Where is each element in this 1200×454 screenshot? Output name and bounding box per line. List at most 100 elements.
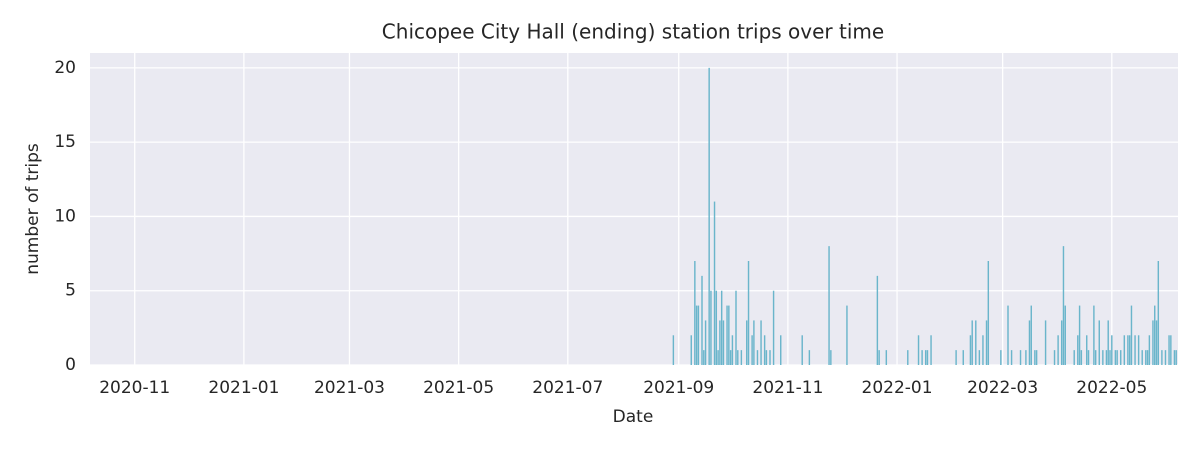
bar [1161,350,1163,365]
bar [1137,335,1140,365]
bar [1019,350,1022,365]
bar [690,335,692,365]
bar [694,261,696,365]
bar [1034,350,1036,365]
bar [955,350,957,365]
bar [1060,320,1063,365]
bar [695,305,698,365]
bar [1170,335,1172,365]
bar [1127,335,1129,365]
bar [737,350,739,365]
bar [975,320,977,365]
bars [672,67,1177,365]
bar [715,290,718,365]
bar [780,335,782,365]
bar [1064,305,1066,365]
bar [830,350,832,365]
x-tick-label: 2021-09 [643,378,714,398]
x-tick-label: 2021-11 [752,378,823,398]
bar [722,320,725,365]
x-axis-label: Date [613,407,654,427]
bar [876,275,879,365]
bar [731,335,734,365]
bar [1044,320,1047,365]
bar [703,350,705,365]
bar [701,275,703,365]
bar [763,335,766,365]
y-tick-label: 20 [54,58,76,78]
bar [885,350,888,365]
bar [1152,320,1154,365]
bar [971,320,973,365]
bar [760,320,762,365]
bar [740,350,743,365]
bar [930,335,932,365]
bar [1146,350,1149,365]
bar [982,335,984,365]
bar [1109,350,1111,365]
bar [828,246,830,365]
bar [726,305,728,365]
bar [917,335,920,365]
y-tick-label: 5 [65,281,76,301]
x-tick-label: 2022-05 [1076,378,1147,398]
bar [710,290,712,365]
y-tick-label: 15 [54,132,76,152]
bar [1053,350,1056,365]
x-tick-label: 2021-01 [208,378,279,398]
x-tick-label: 2021-03 [314,378,385,398]
bar [1062,246,1065,365]
bar [1025,350,1027,365]
bar [1145,350,1147,365]
bar [756,350,759,365]
bar [808,350,811,365]
bar [1120,350,1122,365]
bar [1086,335,1088,365]
bar [1030,305,1032,365]
bar [769,350,771,365]
bar [1102,350,1104,365]
bar [719,320,721,365]
bar [772,290,775,365]
bar [1087,350,1090,365]
bar [1134,335,1136,365]
bar [1000,350,1002,365]
bar [1078,305,1081,365]
bar [907,350,909,365]
bar [987,261,990,365]
bar [1094,350,1097,365]
bar [962,350,964,365]
bar [1010,350,1013,365]
bar [1105,350,1108,365]
y-tick-label: 10 [54,206,76,226]
bar [1123,335,1126,365]
bar [1116,350,1118,365]
bar [969,335,972,365]
bar [1077,335,1079,365]
bar [765,350,768,365]
y-tick-label: 0 [65,355,76,375]
bar [751,335,753,365]
bar [1128,335,1131,365]
bar [1111,335,1113,365]
bar [747,261,750,365]
bar [708,67,710,365]
x-tick-label: 2021-07 [532,378,603,398]
bar [878,350,880,365]
bar [985,320,988,365]
bar [713,201,716,365]
bar [697,305,700,365]
bar [1028,320,1031,365]
bar [1107,320,1109,365]
bar [728,305,730,365]
x-tick-label: 2020-11 [99,378,170,398]
bar [1130,305,1133,365]
bar [1164,350,1167,365]
bar [720,290,723,365]
bar [926,350,929,365]
bar [1007,305,1009,365]
bar [1057,335,1059,365]
bar [672,335,675,365]
bar [1141,350,1143,365]
